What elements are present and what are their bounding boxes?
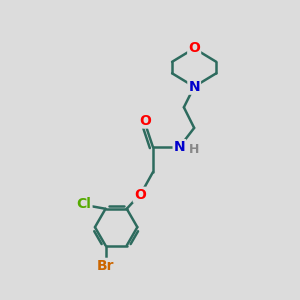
Text: N: N bbox=[188, 80, 200, 94]
Text: N: N bbox=[174, 140, 185, 154]
Text: O: O bbox=[188, 41, 200, 56]
Text: Cl: Cl bbox=[76, 197, 92, 212]
Text: O: O bbox=[134, 188, 146, 202]
Text: O: O bbox=[140, 114, 152, 128]
Text: Br: Br bbox=[97, 259, 114, 273]
Text: H: H bbox=[189, 143, 200, 157]
